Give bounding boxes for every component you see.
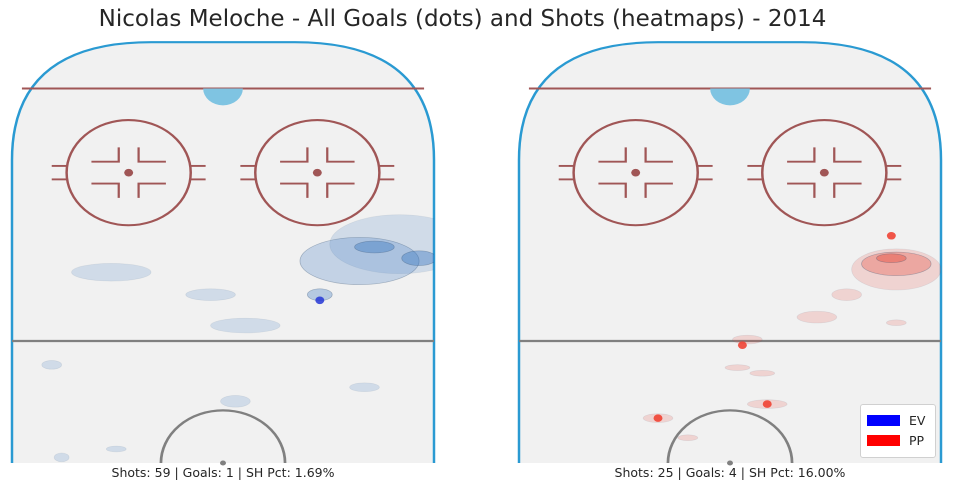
- shot-density-contour: [677, 434, 699, 442]
- hash-mark: [280, 182, 309, 198]
- shot-density-contour: [749, 369, 776, 377]
- hash-mark: [833, 147, 862, 163]
- shot-heatmap: [642, 248, 941, 442]
- shot-density-contour: [105, 445, 127, 453]
- faceoff-circle-right: [240, 119, 395, 227]
- hash-mark: [91, 147, 120, 163]
- faceoff-circle-left: [558, 119, 713, 227]
- shot-density-contour: [210, 317, 281, 334]
- center-dot: [727, 460, 733, 466]
- faceoff-dot: [631, 168, 641, 177]
- shot-density-contour: [831, 288, 862, 301]
- shot-density-contour: [349, 382, 380, 392]
- goal-markers: [653, 231, 896, 422]
- goal-dot: [315, 296, 325, 305]
- legend-label-ev: EV: [909, 412, 926, 428]
- shot-density-contour: [41, 360, 63, 370]
- hash-mark: [833, 182, 862, 198]
- shot-density-contour: [861, 251, 932, 276]
- hash-mark: [787, 147, 816, 163]
- shot-heatmap: [41, 214, 434, 463]
- faceoff-circle-left: [51, 119, 206, 227]
- hash-mark: [280, 147, 309, 163]
- goal-dot: [762, 400, 772, 408]
- faceoff-circle-right: [747, 119, 902, 227]
- faceoff-dot: [819, 168, 829, 177]
- legend-item-pp: PP: [867, 432, 924, 448]
- legend-item-ev: EV: [867, 412, 925, 428]
- shot-density-contour: [876, 253, 907, 263]
- goal-dot: [737, 341, 747, 349]
- rink-boards: [10, 41, 436, 464]
- shot-density-contour: [732, 334, 763, 345]
- rink-left: [10, 41, 436, 466]
- chart-title: Nicolas Meloche - All Goals (dots) and S…: [98, 6, 827, 32]
- right-panel-caption: Shots: 25 | Goals: 4 | SH Pct: 16.00%: [614, 465, 846, 480]
- shot-density-contour: [71, 263, 152, 282]
- faceoff-ring: [761, 119, 888, 227]
- goal-dot: [653, 414, 663, 422]
- hash-mark: [326, 182, 355, 198]
- faceoff-ring: [65, 119, 192, 227]
- shot-density-contour: [299, 237, 420, 285]
- shot-density-contour: [724, 364, 751, 371]
- center-circle: [666, 409, 794, 464]
- hash-mark: [137, 147, 166, 163]
- faceoff-ring: [254, 119, 381, 227]
- shot-density-contour: [796, 310, 838, 324]
- shot-density-contour: [851, 248, 941, 291]
- hash-mark: [137, 182, 166, 198]
- shot-density-contour: [329, 214, 434, 274]
- faceoff-dot: [312, 168, 322, 177]
- legend-swatch-ev: [867, 414, 900, 426]
- goal-crease: [710, 88, 750, 106]
- goal-markers: [315, 296, 325, 305]
- rink-markings: [10, 41, 436, 466]
- shot-density-contour: [354, 240, 395, 254]
- goal-dot: [886, 231, 896, 240]
- rink-right: [517, 41, 943, 466]
- hash-mark: [326, 147, 355, 163]
- center-dot: [220, 460, 226, 466]
- shot-density-contour: [401, 250, 434, 266]
- goal-crease: [203, 88, 243, 106]
- faceoff-ring: [572, 119, 699, 227]
- hash-mark: [598, 147, 627, 163]
- hash-mark: [644, 182, 673, 198]
- left-panel-caption: Shots: 59 | Goals: 1 | SH Pct: 1.69%: [111, 465, 335, 480]
- faceoff-dot: [124, 168, 134, 177]
- legend-label-pp: PP: [909, 432, 925, 448]
- hash-mark: [644, 147, 673, 163]
- rink-markings: [517, 41, 943, 466]
- shot-density-contour: [220, 395, 251, 408]
- hash-mark: [598, 182, 627, 198]
- center-circle: [159, 409, 287, 464]
- shot-density-contour: [185, 288, 236, 301]
- shot-density-contour: [53, 452, 70, 463]
- shot-density-contour: [886, 319, 907, 326]
- hash-mark: [91, 182, 120, 198]
- hash-mark: [787, 182, 816, 198]
- rink-boards: [517, 41, 943, 464]
- legend: EV PP: [860, 404, 936, 458]
- legend-swatch-pp: [867, 434, 900, 446]
